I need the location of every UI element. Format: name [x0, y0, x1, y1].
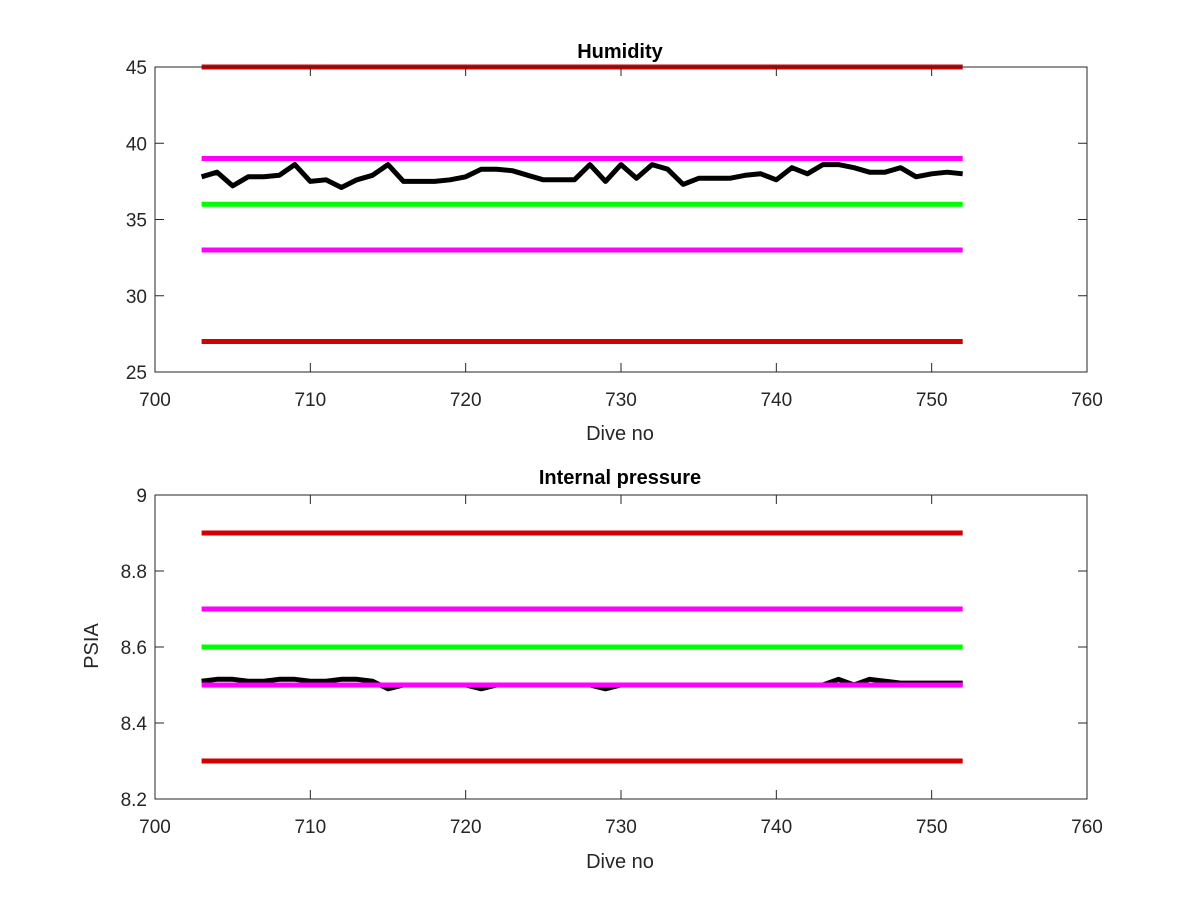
internal-pressure-panel: Internal pressure 700 710 720 730 740 750 760 8…: [81, 467, 1103, 873]
y-tick-label: 8.6: [121, 638, 147, 659]
chart-title: Humidity: [577, 41, 663, 63]
x-axis-label: Dive no: [586, 851, 654, 873]
y-tick-label: 25: [126, 363, 147, 384]
plot-area: 700 710 720 730 740 750 760 8.2 8.4 8.6 8.8 9: [121, 486, 1103, 838]
chart-title: Internal pressure: [539, 467, 701, 489]
y-tick-label: 8.4: [121, 714, 148, 735]
x-tick-label: 730: [605, 817, 637, 838]
x-tick-label: 710: [294, 817, 326, 838]
y-tick-label: 9: [136, 486, 147, 507]
y-tick-label: 40: [126, 134, 147, 155]
x-tick-label: 730: [605, 390, 637, 411]
x-tick-label: 740: [760, 817, 792, 838]
x-axis-label: Dive no: [586, 423, 654, 445]
x-tick-label: 700: [139, 817, 171, 838]
x-tick-label: 700: [139, 390, 171, 411]
x-tick-label: 760: [1071, 390, 1103, 411]
y-tick-label: 30: [126, 287, 147, 308]
humidity-panel: Humidity 700 710 720 730 740 750 760 25 30 35 40 45…: [126, 41, 1103, 445]
y-tick-label: 45: [126, 58, 147, 79]
series-line-5: [200, 162, 963, 190]
y-axis-label: PSIA: [81, 623, 103, 669]
x-tick-label: 720: [450, 390, 482, 411]
plot-area: 700 710 720 730 740 750 760 25 30 35 40 45: [126, 58, 1103, 411]
y-tick-label: 8.8: [121, 562, 147, 583]
x-tick-label: 710: [294, 390, 326, 411]
x-tick-label: 750: [916, 817, 948, 838]
x-tick-label: 760: [1071, 817, 1103, 838]
y-tick-label: 35: [126, 211, 147, 232]
x-tick-label: 740: [760, 390, 792, 411]
x-tick-label: 720: [450, 817, 482, 838]
y-tick-label: 8.2: [121, 790, 147, 811]
x-tick-label: 750: [916, 390, 948, 411]
